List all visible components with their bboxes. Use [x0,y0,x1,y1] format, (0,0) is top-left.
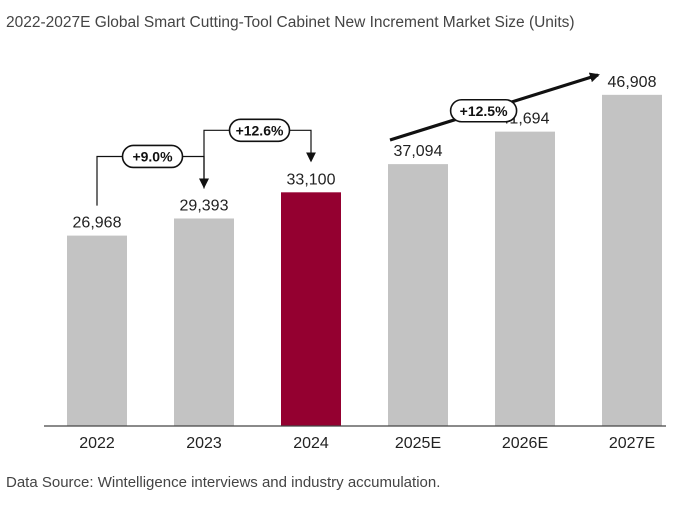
bar-2026e [495,131,555,426]
growth-badge-2022-2023-frame [121,144,184,169]
bar-2022 [67,235,127,426]
x-tick-2026e: 2026E [502,435,548,452]
x-tick-2024: 2024 [293,435,329,452]
value-label-2025e: 37,094 [394,143,443,160]
growth-badge-2023-2024-label: +12.6% [236,122,284,138]
bar-2024 [281,192,341,426]
value-label-2023: 29,393 [180,197,229,214]
chart-title: 2022-2027E Global Smart Cutting-Tool Cab… [6,14,575,31]
value-label-2022: 26,968 [73,215,122,232]
growth-badge-2022-2023-label: +9.0% [132,148,173,164]
data-source-note: Data Source: Wintelligence interviews an… [6,474,441,491]
x-tick-2025e: 2025E [395,435,441,452]
value-label-2024: 33,100 [287,171,336,188]
x-tick-2027e: 2027E [609,435,655,452]
growth-badge-trend-frame [449,98,518,123]
x-tick-2023: 2023 [186,435,222,452]
growth-badge-trend: +12.5% [449,98,518,123]
x-tick-2022: 2022 [79,435,115,452]
value-label-2027e: 46,908 [608,74,657,91]
bar-chart: 26,968 2022 29,393 2023 33,100 2024 37,094 2025… [44,72,666,452]
growth-badge-trend-label: +12.5% [460,103,508,119]
bar-2023 [174,218,234,426]
growth-badge-2022-2023: +9.0% [121,144,184,169]
growth-badge-2023-2024-frame [228,118,291,143]
growth-badge-2023-2024: +12.6% [228,118,291,143]
bar-2025e [388,164,448,426]
bar-2027e [602,94,662,426]
